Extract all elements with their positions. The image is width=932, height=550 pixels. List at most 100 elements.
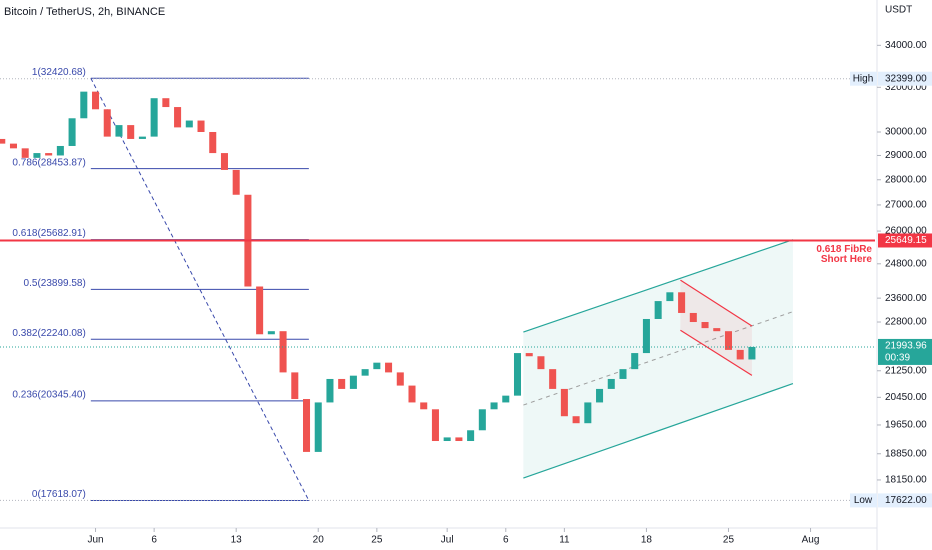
x-tick-label: 6 (503, 535, 509, 546)
high-name: High (853, 73, 874, 84)
countdown: 00:39 (885, 353, 910, 364)
high-tag (878, 71, 932, 86)
y-tick-label: 26000.00 (885, 226, 927, 237)
resistance-tag-label: 25649.15 (885, 235, 927, 246)
candle-body (525, 353, 533, 357)
candle-body (209, 131, 217, 154)
candle-body (713, 328, 721, 332)
fib-label: 0.618(25682.91) (12, 228, 85, 239)
x-tick-label: 25 (371, 535, 383, 546)
y-tick-label: 30000.00 (885, 127, 927, 138)
y-tick-label: 32000.00 (885, 82, 927, 93)
x-tick-label: Jul (441, 535, 454, 546)
candle-body (736, 349, 744, 360)
channel-line (523, 383, 794, 479)
y-tick-label: 34000.00 (885, 40, 927, 51)
fib-trend (90, 78, 310, 501)
candle-body (385, 362, 393, 373)
candle-body (103, 109, 111, 137)
candle-body (502, 395, 510, 403)
y-tick-label: 19650.00 (885, 420, 927, 431)
candle-body (80, 91, 88, 119)
candle-body (314, 402, 322, 452)
candle-body (150, 98, 158, 137)
candle-body (513, 353, 522, 396)
candle-body (748, 346, 756, 360)
candle-body (138, 136, 146, 139)
candle-body (21, 148, 29, 158)
candle-body (291, 372, 299, 400)
candle-body (443, 437, 451, 442)
fib-label: 1(32420.68) (32, 67, 86, 78)
candle-body (127, 125, 135, 139)
low-tag (878, 493, 932, 508)
candle-body (0, 138, 6, 144)
candle-body (373, 362, 381, 370)
last-price-tag (878, 338, 932, 365)
candle-body (361, 369, 369, 376)
candle-body (666, 292, 674, 302)
candle-body (537, 356, 545, 370)
candle-body (220, 153, 228, 170)
candle-body (642, 318, 650, 354)
low-tag-label: 17622.00 (885, 495, 927, 506)
candle-body (326, 378, 334, 403)
candle-body (607, 378, 615, 389)
candle-body (45, 153, 53, 156)
candle-body (455, 437, 463, 442)
candle-body (584, 402, 592, 424)
candle-body (92, 91, 100, 110)
candle-body (33, 153, 41, 158)
resistance-tag (878, 233, 932, 248)
candle-body (420, 402, 428, 410)
y-tick-label: 22800.00 (885, 317, 927, 328)
fib-label: 0.236(20345.40) (12, 390, 85, 401)
resistance-note: 0.618 FibRe (816, 244, 872, 255)
x-tick-label: Aug (802, 535, 820, 546)
candle-body (678, 292, 686, 313)
y-tick-label: 24800.00 (885, 258, 927, 269)
y-tick-label: 18850.00 (885, 448, 927, 459)
fib-label: 0.786(28453.87) (12, 157, 85, 168)
candle-body (9, 143, 17, 149)
channel-line (523, 239, 794, 333)
candle-body (115, 125, 123, 137)
y-tick-label: 27000.00 (885, 200, 927, 211)
candle-body (396, 372, 404, 386)
candle-body (174, 107, 182, 128)
candle-body (560, 388, 568, 417)
flag-line (680, 329, 753, 376)
candle-body (596, 388, 604, 403)
y-tick-label: 21250.00 (885, 365, 927, 376)
y-tick-label: 23600.00 (885, 293, 927, 304)
candle-body (408, 385, 416, 403)
x-tick-label: 13 (231, 535, 243, 546)
candle-body (232, 169, 240, 195)
candle-body (56, 145, 64, 156)
x-tick-label: 11 (559, 535, 570, 546)
candle-body (549, 369, 557, 389)
candle-body (256, 286, 264, 335)
y-tick-label: 29000.00 (885, 150, 927, 161)
candle-body (724, 331, 732, 350)
candle-body (185, 120, 193, 128)
candle-body (197, 120, 205, 132)
candle-body (338, 378, 346, 389)
candle-body (279, 331, 287, 373)
fib-label: 0.5(23899.58) (24, 278, 86, 289)
y-axis-label: USDT (885, 5, 912, 16)
x-tick-label: Jun (87, 535, 103, 546)
x-tick-label: 18 (641, 535, 653, 546)
low-name-box (850, 493, 877, 508)
candle-body (467, 430, 475, 442)
candle-body (701, 322, 709, 329)
candle-body (490, 402, 498, 410)
fib-label: 0(17618.07) (32, 489, 86, 500)
resistance-note: Short Here (821, 254, 873, 265)
x-tick-label: 6 (151, 535, 157, 546)
candle-body (572, 416, 580, 424)
y-tick-label: 28000.00 (885, 174, 927, 185)
candle-body (478, 409, 486, 431)
